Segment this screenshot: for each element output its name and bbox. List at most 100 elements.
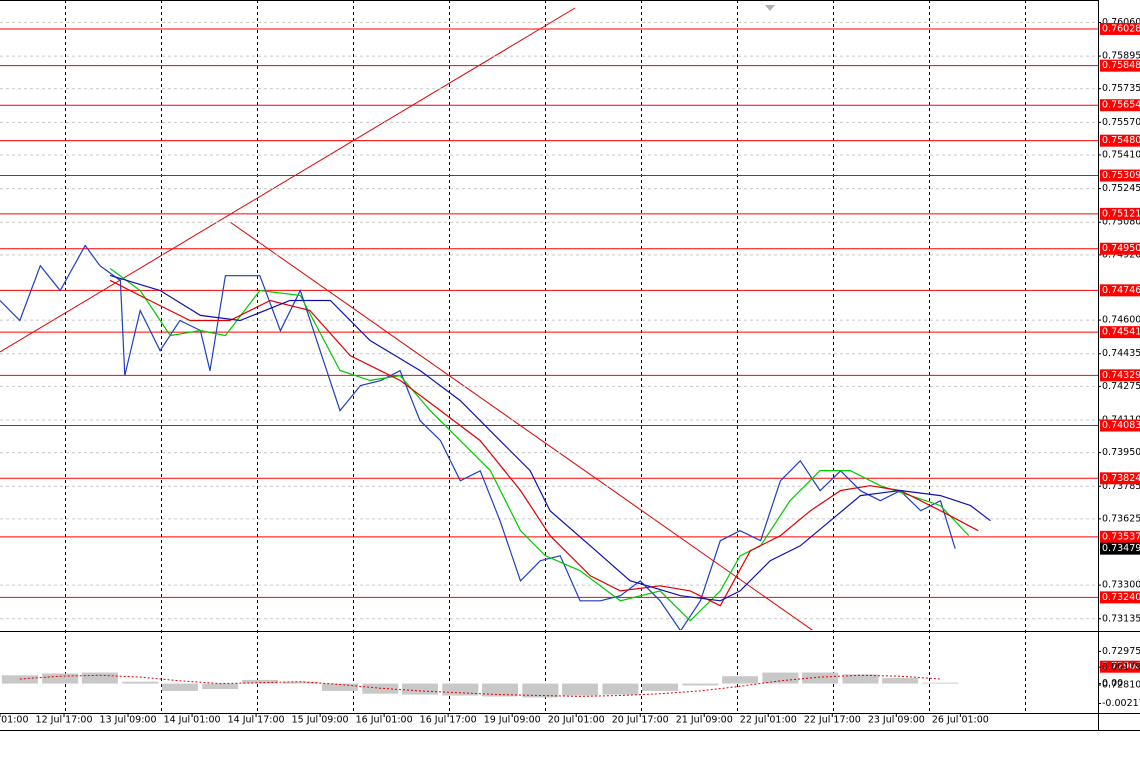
current-price-box	[1100, 542, 1140, 555]
level-label-box	[1100, 59, 1140, 72]
histogram-bar	[202, 683, 239, 690]
histogram-bar	[842, 674, 879, 684]
level-label: 0.75480	[1102, 135, 1140, 146]
y-tick-label: 0.72810	[1102, 680, 1140, 691]
level-label: 0.74541	[1102, 327, 1140, 338]
x-tick-label: 26 Jul 01:00	[932, 715, 989, 726]
level-label-box	[1100, 242, 1140, 255]
histogram-bar	[882, 678, 919, 684]
level-label: 0.75121	[1102, 208, 1140, 219]
level-label-box	[1100, 207, 1140, 220]
histogram-bar	[161, 683, 198, 691]
histogram-bar	[241, 679, 278, 684]
price-line	[0, 244, 956, 630]
x-tick-label: 12 Jul 01:00	[0, 715, 28, 726]
signal-line	[19, 674, 941, 697]
moving-average	[109, 279, 979, 607]
y-tick-label: 0.75080	[1102, 217, 1140, 228]
x-tick-label: 12 Jul 17:00	[36, 715, 93, 726]
level-label: 0.72900	[1102, 661, 1140, 672]
level-label: 0.74950	[1102, 243, 1140, 254]
x-tick-label: 19 Jul 09:00	[484, 715, 541, 726]
histogram-bar	[762, 672, 799, 684]
x-tick-label: 16 Jul 17:00	[420, 715, 477, 726]
histogram-bar	[282, 681, 319, 684]
level-label-box	[1100, 591, 1140, 604]
x-tick-label: 15 Jul 09:00	[292, 715, 349, 726]
level-label-box	[1100, 660, 1140, 673]
level-label: 0.75654	[1102, 100, 1140, 111]
x-tick-label: 22 Jul 01:00	[740, 715, 797, 726]
y-tick-label: 0.72975	[1102, 646, 1140, 657]
level-label: 0.73824	[1102, 473, 1140, 484]
histogram-bar	[122, 681, 159, 684]
y-tick-label: 0.75245	[1102, 183, 1140, 194]
level-label-box	[1100, 530, 1140, 543]
x-tick-label: 20 Jul 01:00	[548, 715, 605, 726]
y-tick-label: 0.73785	[1102, 481, 1140, 492]
y-tick-label: 0.74920	[1102, 249, 1140, 260]
y-tick-label: 0.74600	[1102, 315, 1140, 326]
level-label-box	[1100, 419, 1140, 432]
level-label-box	[1100, 134, 1140, 147]
histogram-bar	[522, 683, 559, 698]
y-tick-label: 0.75570	[1102, 117, 1140, 128]
level-label: 0.73537	[1102, 531, 1140, 542]
y-tick-label: -0.00217	[1102, 698, 1140, 709]
histogram-bar	[562, 683, 599, 696]
y-tick-label: 0.75735	[1102, 83, 1140, 94]
grid-layer	[65, 0, 1026, 713]
x-tick-label: 22 Jul 17:00	[804, 715, 861, 726]
histogram-bar	[922, 682, 959, 684]
x-tick-label: 13 Jul 09:00	[100, 715, 157, 726]
y-tick-label: 0.74435	[1102, 348, 1140, 359]
x-tick-label: 20 Jul 17:00	[612, 715, 669, 726]
y-tick-label: 0.75410	[1102, 149, 1140, 160]
histogram-bar	[722, 676, 759, 684]
level-label-box	[1100, 22, 1140, 35]
moving-average	[109, 268, 970, 622]
shift-marker	[765, 5, 775, 11]
y-tick-label: 0.76060	[1102, 17, 1140, 28]
level-label: 0.75309	[1102, 170, 1140, 181]
level-label: 0.73240	[1102, 592, 1140, 603]
histogram-bar	[602, 683, 639, 695]
level-label-box	[1100, 99, 1140, 112]
y-tick-label: 0.00	[1102, 678, 1123, 689]
x-tick-label: 14 Jul 17:00	[228, 715, 285, 726]
histogram-bar	[802, 672, 839, 684]
level-label: 0.74083	[1102, 420, 1140, 431]
y-tick-label: 0.74275	[1102, 381, 1140, 392]
level-label: 0.74746	[1102, 285, 1140, 296]
y-tick-label: 0.001792	[1102, 662, 1140, 673]
x-tick-label: 23 Jul 09:00	[868, 715, 925, 726]
level-label-box	[1100, 326, 1140, 339]
histogram-bar	[642, 683, 679, 691]
current-price-label: 0.73479	[1102, 543, 1140, 554]
level-label-box	[1100, 284, 1140, 297]
price-pane	[0, 7, 1098, 630]
histogram-bar	[81, 672, 118, 684]
y-tick-label: 0.75895	[1102, 51, 1140, 62]
y-tick-label: 0.73950	[1102, 447, 1140, 458]
moving-average	[109, 274, 991, 602]
x-tick-label: 21 Jul 09:00	[676, 715, 733, 726]
indicator-pane	[1, 672, 959, 698]
histogram-bar	[442, 683, 479, 696]
level-label-box	[1100, 369, 1140, 382]
level-label: 0.76028	[1102, 23, 1140, 34]
level-label: 0.74329	[1102, 370, 1140, 381]
histogram-bar	[482, 683, 519, 697]
histogram-bar	[42, 673, 79, 684]
histogram-bar	[682, 683, 719, 686]
level-label-box	[1100, 169, 1140, 182]
axis-layer: 0.76060 0.75895 0.75735 0.75570 0.75410 0.752…	[0, 0, 1140, 731]
histogram-bar	[401, 683, 438, 695]
histogram-bar	[321, 683, 358, 691]
x-tick-label: 14 Jul 01:00	[164, 715, 221, 726]
x-tick-label: 16 Jul 01:00	[356, 715, 413, 726]
y-tick-label: 0.73300	[1102, 580, 1140, 591]
level-label-box	[1100, 472, 1140, 485]
y-tick-label: 0.73625	[1102, 513, 1140, 524]
